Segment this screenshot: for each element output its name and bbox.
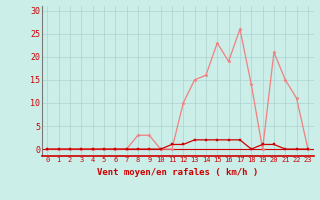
X-axis label: Vent moyen/en rafales ( km/h ): Vent moyen/en rafales ( km/h ) [97,168,258,177]
